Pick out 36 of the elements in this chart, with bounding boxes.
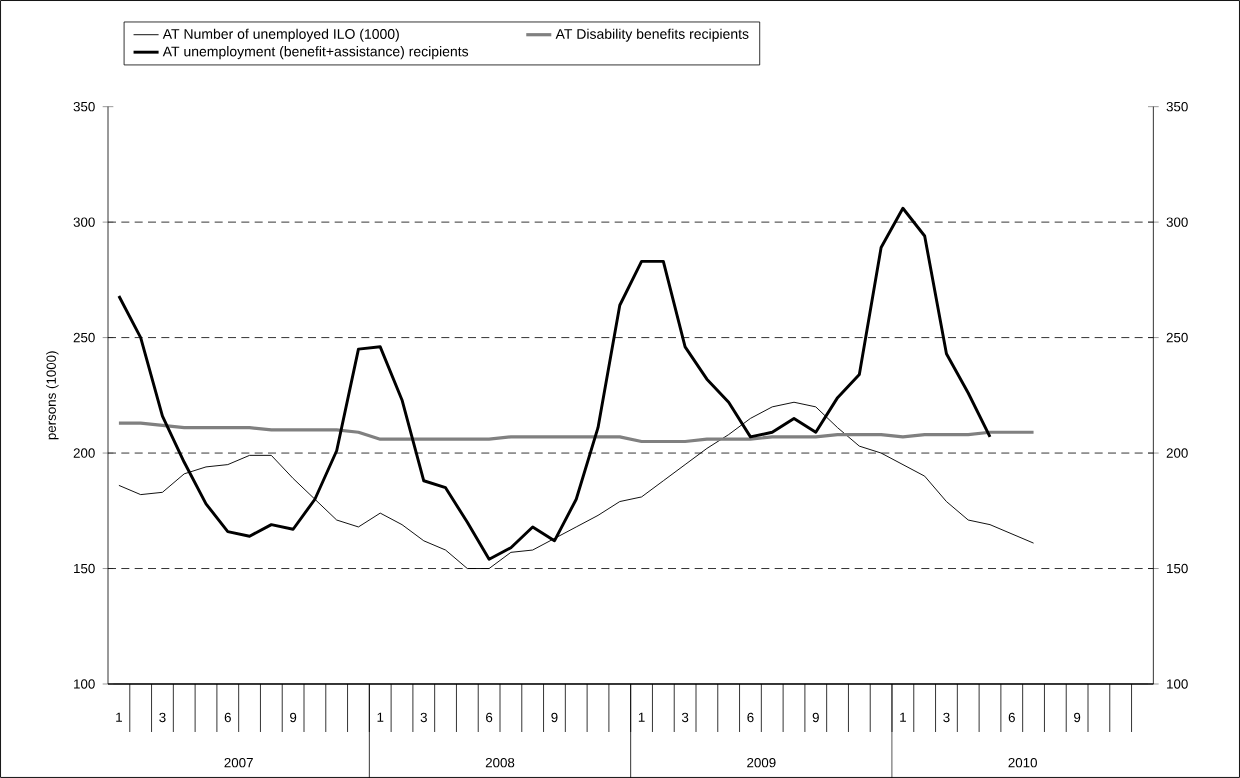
legend-label: AT Number of unemployed ILO (1000) xyxy=(162,28,399,42)
x-tick-label: 6 xyxy=(747,712,754,723)
x-tick-label: 1 xyxy=(377,712,384,722)
y2-tick-label: 200 xyxy=(1166,448,1188,458)
text: 2010 xyxy=(1008,757,1037,768)
y-tick-label: 300 xyxy=(73,217,95,227)
y-tick-label: 150 xyxy=(74,563,95,574)
x-tick-label: 1 xyxy=(116,712,122,722)
x-tick-label: 3 xyxy=(681,712,689,723)
y2-tick-label: 100 xyxy=(1167,679,1188,689)
x-tick-label: 3 xyxy=(420,712,427,723)
x-tick-label: 9 xyxy=(551,712,558,723)
text: 2009 xyxy=(747,757,776,768)
legend-label: AT Disability benefits recipients xyxy=(555,28,749,42)
y-tick-label: 250 xyxy=(73,332,95,343)
y-axis-title: persons (1000) xyxy=(46,351,59,440)
legend-label: AT unemployment (benefit+assistance) recipients xyxy=(162,46,469,60)
x-tick-label: 1 xyxy=(900,712,906,722)
x-tick-label: 9 xyxy=(812,712,819,723)
y-tick-label: 100 xyxy=(74,679,95,689)
x-tick-label: 3 xyxy=(943,712,950,723)
x-tick-label: 9 xyxy=(290,712,297,723)
text: 2007 xyxy=(224,757,253,768)
y2-tick-label: 250 xyxy=(1166,332,1188,343)
y-tick-label: 350 xyxy=(73,101,95,112)
x-tick-label: 3 xyxy=(159,712,166,723)
y2-tick-label: 300 xyxy=(1166,217,1188,227)
x-tick-label: 6 xyxy=(1008,712,1015,723)
x-tick-label: 6 xyxy=(224,712,231,723)
y2-tick-label: 150 xyxy=(1167,563,1188,574)
x-tick-label: 6 xyxy=(486,712,493,723)
x-tick-label: 1 xyxy=(638,712,645,722)
x-tick-label: 9 xyxy=(1074,712,1081,723)
y-tick-label: 200 xyxy=(73,448,95,458)
y2-tick-label: 350 xyxy=(1166,101,1188,112)
text: 2008 xyxy=(485,757,515,768)
